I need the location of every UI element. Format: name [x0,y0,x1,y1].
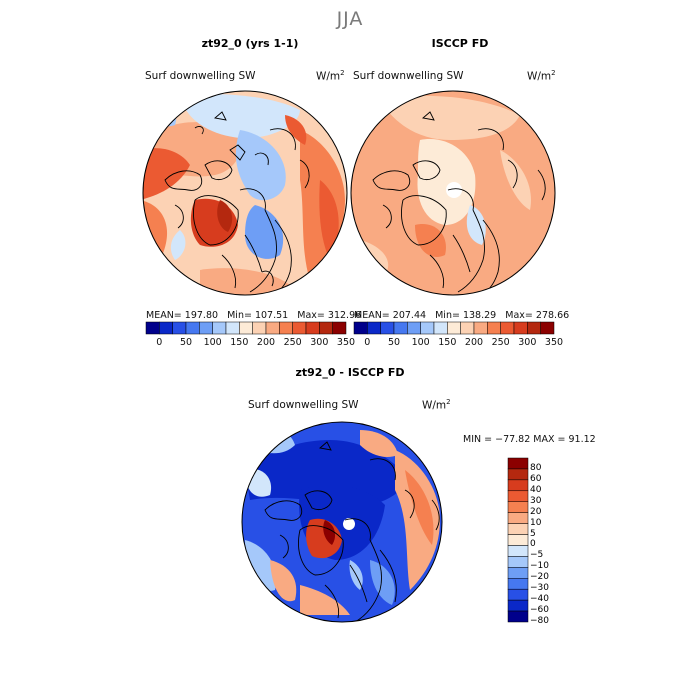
colorbar-tick-label: 20 [530,506,542,517]
colorbar-swatch [507,610,529,623]
colorbar-tick-label: 10 [530,517,542,528]
colorbar-tick-label: −40 [530,594,549,605]
panel-stats-obs: MEAN= 207.44 Min= 138.29 Max= 278.66 [354,310,570,321]
panel-title-model: zt92_0 (yrs 1-1) [201,37,299,50]
colorbar-tick-label: 80 [530,462,542,473]
colorbar-tick-label: 0 [156,337,163,348]
difference-units-label: W/m2 [422,398,451,412]
colorbar-tick-label: 5 [530,528,536,539]
colorbar-tick-label: −5 [530,550,544,561]
colorbar-tick-label: 200 [256,337,276,348]
colorbar-tick-label: 250 [491,337,510,348]
panel-variable-label: Surf downwelling SW [145,70,256,82]
panel-units-label: W/m2 [316,69,345,83]
colorbar-tick-label: 300 [310,337,329,348]
colorbar-tick-label: 50 [387,337,401,348]
colorbar-tick-label: 250 [283,337,302,348]
colorbar-tick-label: 150 [230,337,249,348]
polar-map-model [143,91,347,295]
colorbar-tick-label: 60 [530,473,542,484]
map-outline [142,90,348,296]
polar-map-obs [351,91,555,295]
colorbar-tick-label: 350 [544,337,564,348]
colorbar-tick-label: 200 [464,337,484,348]
colorbar-tick-label: 350 [336,337,356,348]
season-title: JJA [336,8,364,30]
colorbar-tick-label: 300 [518,337,537,348]
map-outline [350,90,556,296]
colorbar-tick-label: 0 [364,337,371,348]
colorbar-tick-label: −20 [530,572,549,583]
panel-variable-label: Surf downwelling SW [353,70,464,82]
colorbar-tick-label: 100 [203,337,222,348]
colorbar-tick-label: −10 [530,561,549,572]
difference-stats: MIN = −77.82 MAX = 91.12 [463,434,596,445]
panel-title-obs: ISCCP FD [431,37,489,50]
colorbar-difference [507,457,529,623]
polar-map-difference [242,422,442,622]
colorbar-tick-label: 100 [411,337,430,348]
colorbar-tick-label: 150 [438,337,457,348]
colorbar-tick-label: 0 [530,539,536,550]
colorbar-swatch [540,321,555,335]
colorbar-tick-label: −60 [530,605,549,616]
colorbar-model [145,321,347,335]
difference-variable-label: Surf downwelling SW [248,399,359,411]
panel-units-label: W/m2 [527,69,556,83]
colorbar-tick-label: 30 [530,495,542,506]
colorbar-tick-label: −80 [530,616,549,626]
colorbar-obs [353,321,555,335]
colorbar-ticks-obs: 0 50 100 150 200 250 300 350 [0,337,700,351]
difference-panel-title: zt92_0 - ISCCP FD [295,366,405,379]
colorbar-tick-label: 40 [530,484,542,495]
colorbar-tick-label: −30 [530,583,549,594]
colorbar-swatch [332,321,347,335]
colorbar-ticks-model: 0 50 100 150 200 250 300 350 [0,337,700,351]
map-outline [241,421,443,623]
panel-stats-model: MEAN= 197.80 Min= 107.51 Max= 312.96 [146,310,362,321]
colorbar-tick-label: 50 [179,337,193,348]
